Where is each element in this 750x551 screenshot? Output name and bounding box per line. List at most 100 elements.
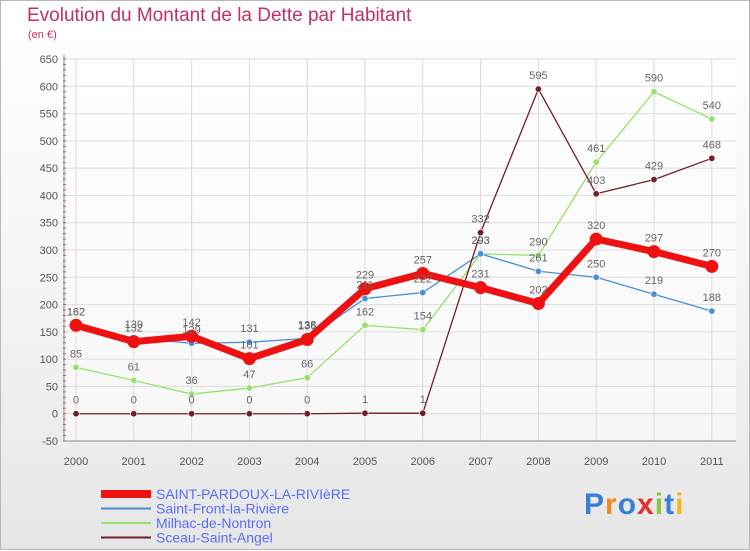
x-tick-label: 2007 — [468, 456, 492, 468]
brand-letter: t — [664, 488, 676, 521]
data-point — [650, 290, 658, 298]
data-point — [303, 374, 311, 382]
y-tick-label: 300 — [40, 245, 58, 257]
data-label: 202 — [529, 284, 547, 296]
data-point — [592, 158, 600, 166]
data-label: 138 — [298, 319, 316, 331]
x-tick-label: 2000 — [64, 456, 88, 468]
data-label: 231 — [471, 269, 489, 281]
data-label: 429 — [645, 161, 663, 173]
data-label: 0 — [189, 395, 195, 407]
data-point — [361, 295, 369, 303]
x-tick-label: 2009 — [584, 456, 608, 468]
data-label: 461 — [587, 143, 605, 155]
y-tick-label: 250 — [40, 272, 58, 284]
data-label: 540 — [703, 100, 721, 112]
data-label: 290 — [529, 236, 547, 248]
data-label: 590 — [645, 73, 663, 85]
data-point — [72, 363, 80, 371]
data-label: 320 — [587, 220, 605, 232]
y-tick-label: 200 — [40, 300, 58, 312]
data-point — [474, 281, 488, 295]
data-point — [361, 321, 369, 329]
chart-title: Evolution du Montant de la Dette par Hab… — [27, 5, 412, 26]
brand-letter: i — [654, 488, 665, 521]
brand-letter: i — [675, 488, 685, 521]
brand-letter: o — [617, 488, 638, 521]
data-point — [419, 289, 427, 297]
data-label: 1 — [420, 394, 426, 406]
brand-logo: Proxiti — [584, 488, 684, 522]
data-point — [245, 384, 253, 392]
data-label: 162 — [356, 306, 374, 318]
x-tick-label: 2006 — [411, 456, 435, 468]
legend-label: Saint-Front-la-Rivière — [156, 501, 289, 517]
brand-letter: x — [637, 488, 655, 521]
data-label: 129 — [182, 324, 200, 336]
data-label: 131 — [240, 323, 258, 335]
data-label: 403 — [587, 175, 605, 187]
data-label: 1 — [362, 394, 368, 406]
y-tick-label: 450 — [40, 163, 58, 175]
x-tick-label: 2005 — [353, 456, 377, 468]
series-line-Sceau-Saint-Angel — [75, 88, 713, 415]
data-point — [534, 251, 542, 259]
data-label: 222 — [414, 274, 432, 286]
data-point — [300, 332, 314, 346]
legend-label: SAINT-PARDOUX-LA-RIVIèRE — [156, 486, 350, 502]
legend-label: Sceau-Saint-Angel — [156, 530, 273, 546]
data-point — [130, 376, 138, 384]
data-point — [188, 410, 196, 418]
data-point — [245, 410, 253, 418]
data-label: 297 — [645, 233, 663, 245]
brand-letter: r — [605, 488, 618, 521]
data-label: 136 — [298, 320, 316, 332]
data-point — [416, 266, 430, 280]
x-tick-label: 2003 — [237, 456, 261, 468]
data-point — [127, 335, 141, 349]
data-label: 595 — [529, 70, 547, 82]
legend-label: Milhac-de-Nontron — [156, 515, 271, 531]
y-tick-label: 0 — [52, 409, 58, 421]
data-point — [477, 250, 485, 258]
data-label: 0 — [304, 395, 310, 407]
y-tick-label: 150 — [40, 327, 58, 339]
data-label: 257 — [414, 254, 432, 266]
data-point — [477, 229, 485, 237]
data-point — [130, 410, 138, 418]
data-point — [589, 232, 603, 246]
x-tick-label: 2011 — [700, 456, 724, 468]
data-label: 293 — [471, 235, 489, 247]
y-tick-label: 100 — [40, 354, 58, 366]
y-tick-label: 500 — [40, 136, 58, 148]
data-point — [534, 85, 542, 93]
data-label: 85 — [70, 348, 82, 360]
y-tick-label: 600 — [40, 81, 58, 93]
x-tick-label: 2001 — [122, 456, 146, 468]
data-label: 332 — [471, 214, 489, 226]
data-point — [705, 259, 719, 273]
data-label: 162 — [67, 306, 85, 318]
data-label: 0 — [246, 395, 252, 407]
data-point — [592, 190, 600, 198]
x-tick-label: 2002 — [179, 456, 203, 468]
data-point — [361, 409, 369, 417]
data-label: 47 — [243, 369, 255, 381]
data-label: 229 — [356, 270, 374, 282]
data-label: 66 — [301, 359, 313, 371]
data-label: 154 — [414, 311, 432, 323]
data-point — [358, 282, 372, 296]
series-line-Saint-Front-la-Rivière — [75, 253, 713, 344]
data-label: 211 — [356, 280, 374, 292]
data-label: 36 — [185, 375, 197, 387]
data-point — [647, 245, 661, 259]
x-tick-label: 2008 — [526, 456, 550, 468]
data-point — [650, 88, 658, 96]
series-line-SAINT-PARDOUX-LA-RIVIèRE — [72, 235, 716, 363]
brand-letter: P — [584, 488, 606, 521]
data-point — [303, 410, 311, 418]
data-point — [188, 390, 196, 398]
data-point — [534, 267, 542, 275]
